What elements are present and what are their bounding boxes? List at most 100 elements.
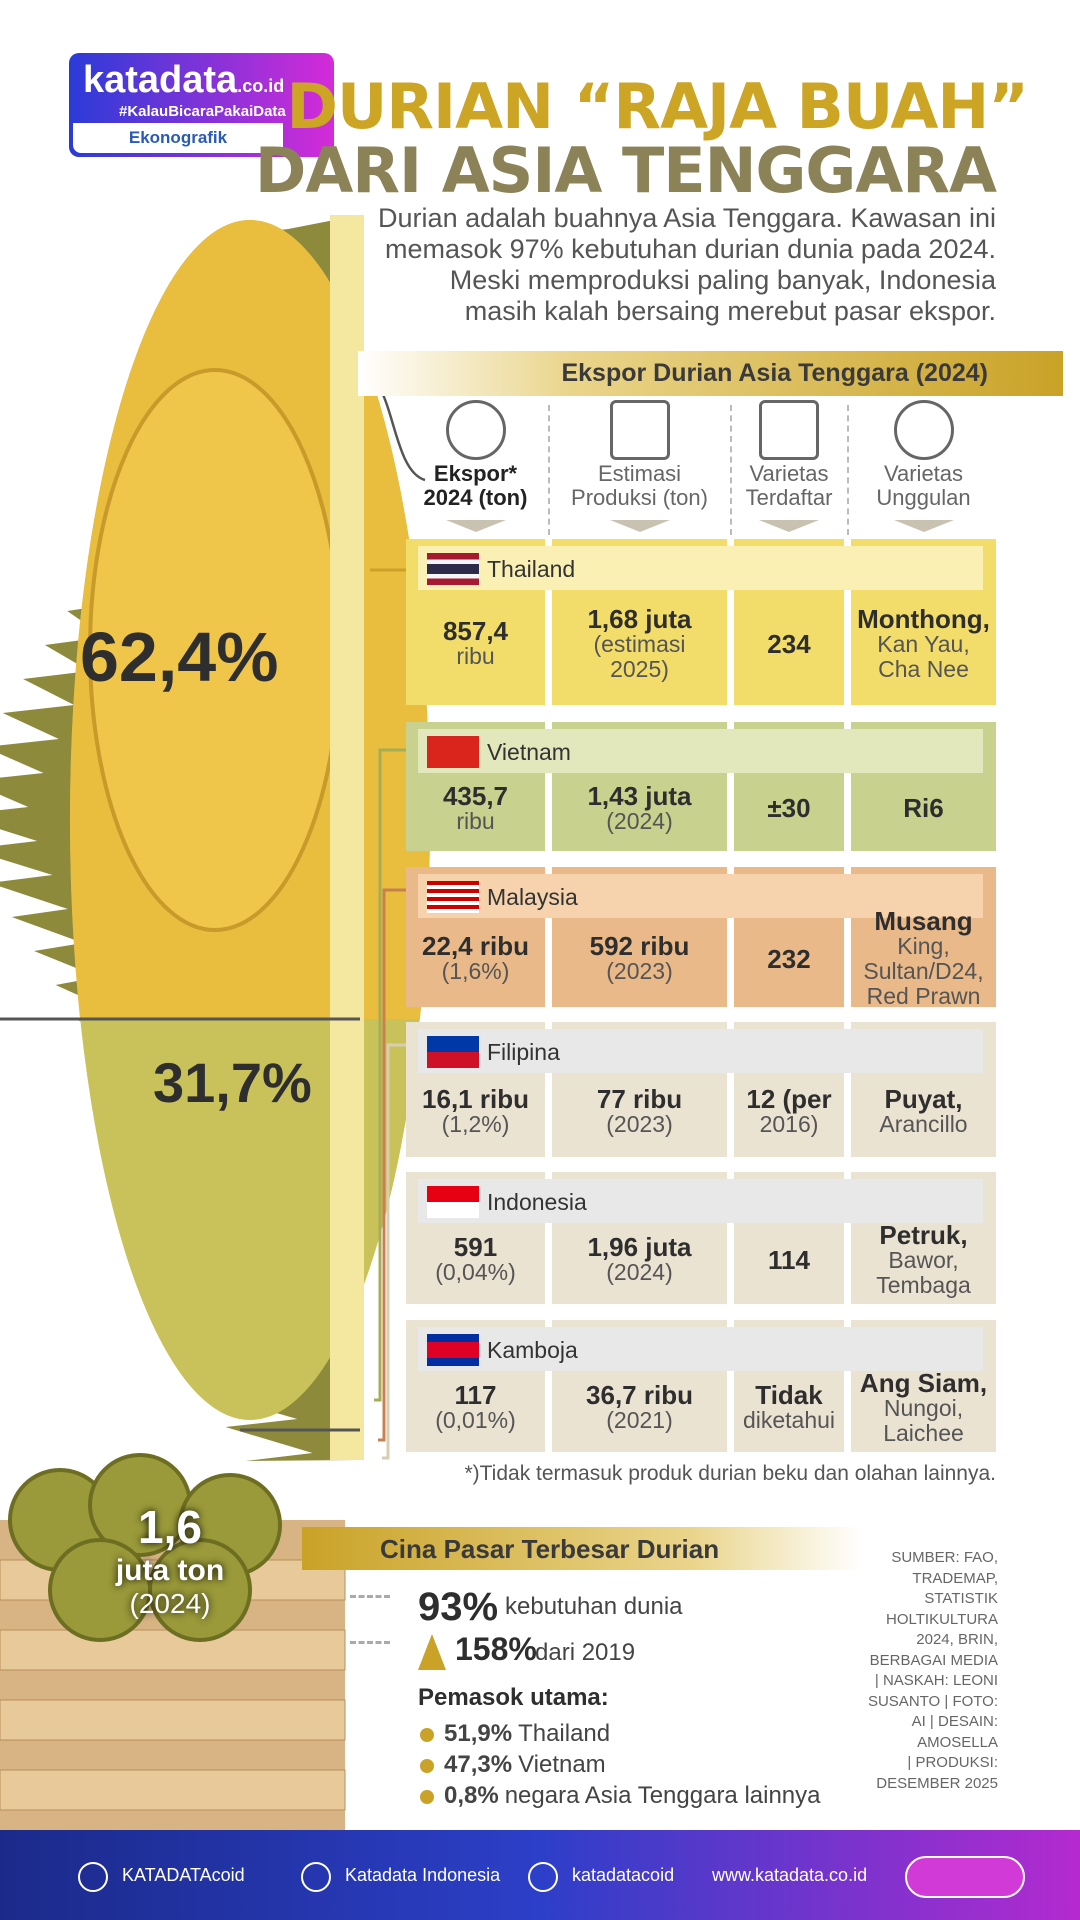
arrow: [445, 520, 506, 532]
supplier: 47,3% Vietnam: [444, 1751, 606, 1779]
cell-text: 2016): [759, 1110, 819, 1137]
country-band: [418, 729, 983, 773]
suppliers-title: Pemasok utama:: [418, 1684, 609, 1711]
cell: 36,7 ribu (2021): [552, 1370, 727, 1446]
source-line: HOLTIKULTURA: [886, 1610, 998, 1628]
footer-link: KATADATAcoid: [122, 1865, 245, 1885]
stat-value: 93%: [418, 1585, 499, 1629]
flag: [427, 1036, 479, 1068]
column-header: Estimasi Produksi (ton): [542, 462, 737, 510]
stat-value: 158%: [455, 1631, 537, 1667]
cell-text: (2023): [606, 1110, 673, 1137]
footer-link: Katadata Indonesia: [345, 1865, 501, 1885]
cell-text: Kan Yau,: [877, 630, 970, 657]
big-unit: juta ton: [115, 1554, 225, 1587]
country-band: [418, 1327, 983, 1371]
country-name: Indonesia: [487, 1189, 587, 1215]
supplier-value: 51,9%: [444, 1720, 513, 1747]
country-name: Kamboja: [487, 1337, 578, 1363]
column-header-line: Varietas: [883, 461, 964, 486]
cell: 1,43 juta (2024): [552, 772, 727, 845]
cell: 77 ribu (2023): [552, 1072, 727, 1151]
logo: katadata.co.id #KalauBicaraPakaiData Eko…: [69, 53, 334, 157]
cell: Petruk, Bawor, Tembaga: [851, 1222, 996, 1298]
cell: 592 ribu (2023): [552, 917, 727, 1001]
source-line: DESEMBER 2025: [876, 1774, 998, 1792]
country-name: Malaysia: [487, 884, 578, 910]
cell: 1,96 juta (2024): [552, 1222, 727, 1298]
cell-text: 591: [453, 1232, 498, 1262]
source-line: BERBAGAI MEDIA: [869, 1651, 998, 1669]
column-icon: [445, 400, 506, 460]
cc-badge: [905, 1856, 1025, 1898]
cell-text: Puyat,: [884, 1083, 963, 1114]
cell-text: 36,7 ribu: [586, 1380, 693, 1410]
brand: katadata.co.id: [83, 59, 284, 102]
footnote: *)Tidak termasuk produk durian beku dan …: [464, 1462, 996, 1485]
crate-slat: [0, 1769, 346, 1811]
cell-text: (1,2%): [441, 1110, 510, 1137]
supplier: 51,9% Thailand: [444, 1720, 610, 1748]
footer-icon: [78, 1862, 108, 1892]
table-header: [358, 351, 1063, 396]
china-total: 1,6 juta ton (2024): [70, 1500, 270, 1620]
cell-text: Monthong,: [857, 603, 990, 634]
arrow: [759, 520, 819, 532]
column-header-line: Estimasi: [597, 461, 682, 486]
arrow: [350, 1641, 390, 1644]
cell-text: Petruk,: [879, 1219, 968, 1250]
country-band: [418, 1179, 983, 1223]
flag: [427, 881, 479, 913]
title: DURIAN “RAJA BUAH”: [286, 70, 1029, 143]
cell-text: 232: [767, 943, 811, 974]
intro-line: memasok 97% kebutuhan durian dunia pada …: [385, 234, 996, 264]
source: SUMBER: FAO, TRADEMAP, STATISTIK HOLTIKULTU…: [868, 1548, 998, 1794]
intro: Durian adalah buahnya Asia Tenggara. Kaw…: [378, 203, 996, 327]
arrow-up: [418, 1634, 446, 1670]
cell-text: 1,68 juta: [587, 603, 692, 634]
column-header-line: Ekspor*: [433, 461, 518, 486]
cell: 1,68 juta (estimasi 2025): [552, 589, 727, 699]
source-line: TRADEMAP,: [912, 1569, 998, 1587]
source-line: AI | DESAIN:: [911, 1713, 998, 1730]
intro-line: Durian adalah buahnya Asia Tenggara. Kaw…: [378, 203, 996, 233]
separator: [847, 405, 849, 535]
cell-text: 2025): [610, 655, 669, 682]
source-line: AMOSELLA: [917, 1733, 998, 1751]
supplier-text: Vietnam: [518, 1751, 606, 1778]
cell: 22,4 ribu (1,6%): [406, 917, 545, 1001]
share-label: 31,7%: [153, 1051, 312, 1114]
column-header: Varietas Terdaftar: [724, 462, 854, 510]
cell-text: Ri6: [903, 793, 944, 823]
bullet: [420, 1728, 434, 1742]
cell: 435,7 ribu: [406, 772, 545, 845]
stat-text: kebutuhan dunia: [505, 1593, 683, 1620]
cell: 591 (0,04%): [406, 1222, 545, 1298]
cell: 857,4 ribu: [406, 589, 545, 699]
column-icon: [759, 400, 819, 460]
cell-text: Laichee: [883, 1419, 964, 1446]
title: DARI ASIA TENGGARA: [254, 134, 997, 207]
country-band: [418, 874, 983, 918]
cell: Ang Siam, Nungoi, Laichee: [851, 1370, 996, 1446]
cell-text: Red Prawn: [866, 983, 981, 1009]
share-label: 62,4%: [80, 618, 279, 696]
cell-text: ±30: [767, 793, 811, 823]
column-header-line: Produksi (ton): [571, 485, 708, 510]
cell-text: 77 ribu: [596, 1083, 683, 1114]
cell-text: (0,01%): [435, 1407, 516, 1433]
connector: [374, 748, 406, 1402]
footer-link: katadatacoid: [572, 1865, 675, 1885]
separator: [548, 405, 550, 535]
separator: [730, 405, 732, 535]
flag: [427, 1334, 479, 1366]
column-icon: [893, 400, 954, 460]
column-icon: [609, 400, 670, 460]
cell-text: 234: [767, 628, 811, 659]
cell: Musang King, Sultan/D24, Red Prawn: [851, 908, 996, 1009]
cell-text: King,: [897, 933, 950, 959]
cell-text: diketahui: [742, 1407, 836, 1433]
cell: 114: [734, 1222, 844, 1298]
flag: [427, 553, 479, 585]
